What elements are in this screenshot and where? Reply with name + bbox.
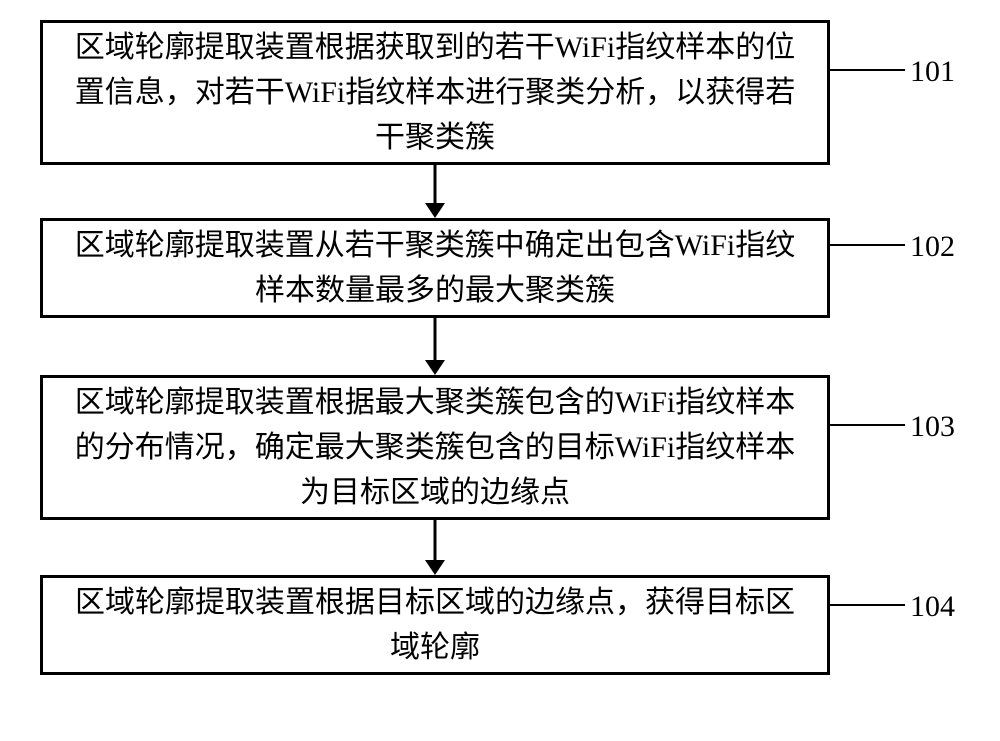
arrow-102-103 [420,318,450,378]
flow-step-101-text: 区域轮廓提取装置根据获取到的若干WiFi指纹样本的位置信息，对若干WiFi指纹样… [63,25,807,160]
flow-step-102-text: 区域轮廓提取装置从若干聚类簇中确定出包含WiFi指纹样本数量最多的最大聚类簇 [63,223,807,313]
flow-step-102: 区域轮廓提取装置从若干聚类簇中确定出包含WiFi指纹样本数量最多的最大聚类簇 [40,218,830,318]
step-label-103: 103 [910,410,955,444]
flow-step-104-text: 区域轮廓提取装置根据目标区域的边缘点，获得目标区域轮廓 [63,580,807,670]
flow-step-101: 区域轮廓提取装置根据获取到的若干WiFi指纹样本的位置信息，对若干WiFi指纹样… [40,20,830,165]
connector-line-104 [830,590,910,620]
step-label-104: 104 [910,590,955,624]
flowchart-container: 区域轮廓提取装置根据获取到的若干WiFi指纹样本的位置信息，对若干WiFi指纹样… [0,0,1000,741]
step-label-102: 102 [910,230,955,264]
arrow-101-102 [420,165,450,220]
flow-step-103-text: 区域轮廓提取装置根据最大聚类簇包含的WiFi指纹样本的分布情况，确定最大聚类簇包… [63,380,807,515]
flow-step-103: 区域轮廓提取装置根据最大聚类簇包含的WiFi指纹样本的分布情况，确定最大聚类簇包… [40,375,830,520]
connector-line-102 [830,230,910,260]
connector-line-101 [830,55,910,85]
flow-step-104: 区域轮廓提取装置根据目标区域的边缘点，获得目标区域轮廓 [40,575,830,675]
step-label-101: 101 [910,55,955,89]
arrow-103-104 [420,520,450,578]
connector-line-103 [830,410,910,440]
